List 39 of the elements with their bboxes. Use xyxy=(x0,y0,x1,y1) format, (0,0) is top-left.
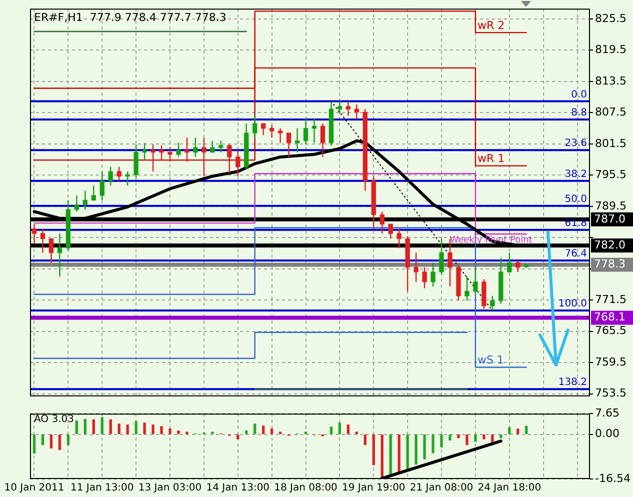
y-tick-label: 7.65 xyxy=(595,406,620,420)
series-label: wR 2 xyxy=(477,18,505,32)
y-tick-label: 753.5 xyxy=(595,386,626,400)
annotation: 8.8 xyxy=(571,107,587,118)
x-tick-label: 10 Jan 2011 xyxy=(4,482,64,494)
y-tick-label: 819.5 xyxy=(595,43,626,56)
ref-line-label: 768.1 xyxy=(594,310,626,324)
y-tick-label: 765.5 xyxy=(595,324,626,338)
annotation: 0.0 xyxy=(571,89,587,100)
y-tick-label: 0.00 xyxy=(595,427,620,440)
y-tick-label: -16.54 xyxy=(595,472,630,485)
annotation: 138.2 xyxy=(558,377,587,388)
series-label: wS 1 xyxy=(477,354,504,367)
y-tick-label: 825.5 xyxy=(595,12,626,25)
y-tick-label: 759.5 xyxy=(595,355,626,368)
chart-title: AO 3.03 xyxy=(34,414,74,426)
y-tick-label: 771.5 xyxy=(595,292,626,306)
y-tick-label: 789.5 xyxy=(595,199,626,212)
chart-title: ER#F,H1 777.9 778.4 777.7 778.3 xyxy=(34,10,226,24)
y-tick-label: 813.5 xyxy=(595,74,626,88)
y-tick-label: 795.5 xyxy=(595,168,626,182)
x-tick-label: 14 Jan 13:00 xyxy=(206,482,270,494)
y-tick-label: 807.5 xyxy=(595,106,626,119)
annotation: 50.0 xyxy=(564,194,587,205)
annotation: 38.2 xyxy=(564,168,587,180)
annotation: 76.4 xyxy=(564,248,587,260)
x-tick-label: 11 Jan 13:00 xyxy=(70,482,134,494)
x-tick-label: 24 Jan 18:00 xyxy=(478,482,542,494)
ref-line-label: 778.3 xyxy=(594,258,626,271)
y-tick-label: 801.5 xyxy=(595,136,626,150)
x-tick-label: 19 Jan 19:00 xyxy=(342,482,406,494)
ref-line-label: 782.0 xyxy=(594,238,626,252)
x-tick-label: 13 Jan 03:00 xyxy=(138,482,202,494)
x-tick-label: 21 Jan 08:00 xyxy=(410,482,474,494)
annotation: 23.6 xyxy=(564,138,587,150)
ref-line-label: 787.0 xyxy=(594,212,626,226)
x-tick-label: 18 Jan 08:00 xyxy=(274,482,338,494)
series-label: wR 1 xyxy=(477,152,505,166)
annotation: 100.0 xyxy=(558,298,587,310)
